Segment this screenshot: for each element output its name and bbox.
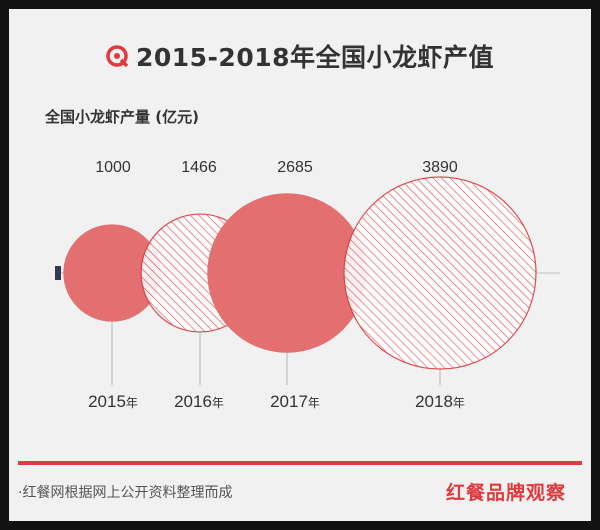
year-label: 2017年 (270, 392, 320, 411)
value-label: 2685 (277, 159, 313, 176)
bubble-2018 (343, 176, 537, 370)
brand-logo: 红餐品牌观察 (445, 482, 566, 504)
value-label: 1000 (95, 159, 131, 176)
axis-start-marker (55, 266, 61, 280)
value-label: 1466 (181, 159, 217, 176)
bubble-2017 (207, 193, 367, 353)
bubble-2015 (63, 224, 161, 322)
chart-title: 2015-2018年全国小龙虾产值 (135, 43, 495, 72)
footer-divider (18, 461, 582, 465)
year-label: 2015年 (88, 392, 138, 411)
value-labels: 1000 1466 2685 3890 (95, 159, 458, 176)
title-row: 2015-2018年全国小龙虾产值 (0, 38, 600, 74)
chart-subtitle: 全国小龙虾产量 (亿元) (45, 108, 199, 126)
value-label: 3890 (422, 159, 458, 176)
year-labels: 2015年 2016年 2017年 2018年 (88, 392, 465, 411)
bubbles (63, 176, 537, 370)
search-q-icon (106, 45, 128, 67)
source-note: ·红餐网根据网上公开资料整理而成 (18, 485, 233, 501)
year-label: 2016年 (174, 392, 224, 411)
year-label: 2018年 (415, 392, 465, 411)
